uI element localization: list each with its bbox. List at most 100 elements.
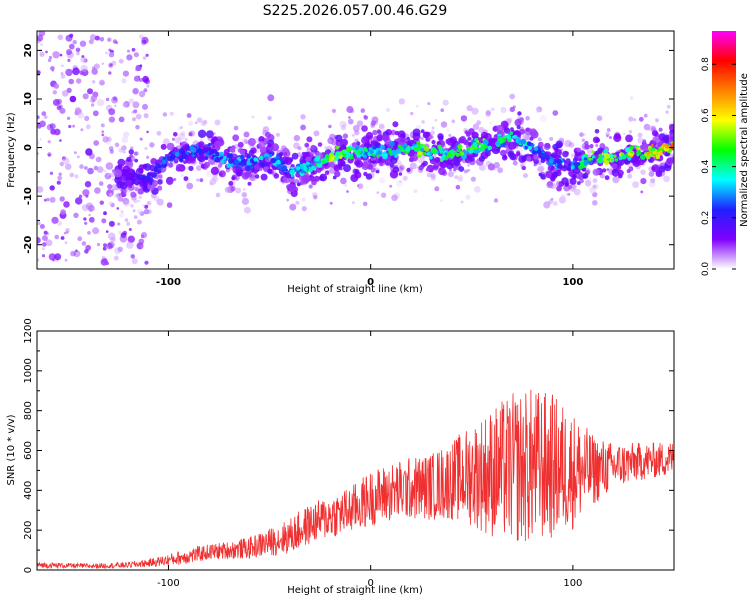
spectrum-point bbox=[412, 128, 421, 137]
spectrum-point bbox=[64, 163, 72, 170]
spectrum-point bbox=[512, 105, 516, 109]
spectrum-point bbox=[42, 242, 47, 247]
spectrum-point bbox=[480, 143, 486, 149]
spectrum-point bbox=[514, 118, 522, 127]
spectrum-point bbox=[41, 247, 45, 251]
spectrum-point bbox=[609, 154, 614, 159]
spectrum-point bbox=[45, 239, 53, 247]
spectrum-point bbox=[135, 113, 142, 120]
spectrum-point bbox=[579, 132, 584, 137]
spectrum-point bbox=[66, 116, 71, 121]
spectrum-point bbox=[85, 244, 92, 251]
spectrum-point bbox=[545, 170, 554, 179]
spectrum-point bbox=[85, 124, 91, 130]
spectrum-point bbox=[59, 107, 66, 114]
spectrum-point bbox=[664, 163, 672, 172]
spectrum-point bbox=[39, 138, 42, 141]
spectrum-point bbox=[166, 177, 174, 186]
spectrum-point bbox=[501, 155, 508, 161]
spectrum-point bbox=[357, 184, 360, 187]
spectrum-point bbox=[656, 148, 660, 152]
spectrum-point bbox=[219, 172, 223, 176]
spectrum-point bbox=[466, 105, 473, 112]
spectrum-point bbox=[63, 201, 70, 208]
spectrum-point bbox=[131, 47, 136, 52]
spectrum-point bbox=[299, 181, 305, 186]
spectrum-point bbox=[440, 108, 445, 112]
spectrum-point bbox=[604, 175, 610, 181]
spectrum-point bbox=[582, 132, 586, 137]
spectrum-point bbox=[372, 160, 376, 164]
spectrum-point bbox=[156, 130, 162, 136]
spectrum-point bbox=[284, 172, 287, 175]
spectrum-point bbox=[214, 119, 221, 126]
spectrum-point bbox=[122, 197, 130, 205]
spectrum-point bbox=[471, 131, 479, 139]
spectrogram-ytick-label: -20 bbox=[23, 236, 34, 254]
spectrum-point bbox=[509, 93, 516, 100]
spectrum-point bbox=[311, 165, 316, 171]
spectrum-point bbox=[631, 155, 639, 164]
spectrum-point bbox=[594, 129, 600, 134]
spectrum-point bbox=[228, 158, 234, 164]
spectrum-point bbox=[458, 152, 462, 156]
spectrum-point bbox=[275, 132, 280, 137]
spectrum-point bbox=[610, 158, 615, 163]
spectrum-point bbox=[103, 169, 107, 173]
spectrum-point bbox=[592, 136, 600, 144]
spectrum-point bbox=[546, 181, 554, 189]
spectrum-point bbox=[591, 150, 595, 154]
spectrum-point bbox=[143, 113, 149, 119]
spectrum-point bbox=[108, 62, 114, 68]
spectrum-point bbox=[223, 159, 227, 163]
spectrum-point bbox=[83, 217, 87, 221]
spectrum-point bbox=[420, 136, 424, 141]
spectrum-point bbox=[132, 209, 136, 213]
colorbar-ticks: 0.0 0.2 0.4 0.6 0.8 bbox=[701, 57, 736, 276]
spectrum-point bbox=[169, 155, 176, 161]
spectrum-point bbox=[118, 116, 125, 123]
spectrum-point bbox=[654, 117, 659, 122]
spectrum-point bbox=[477, 142, 482, 146]
snr-xtick-label: 100 bbox=[563, 578, 582, 589]
spectrum-point bbox=[454, 175, 459, 180]
spectrum-point bbox=[267, 94, 275, 102]
spectrum-point bbox=[162, 112, 168, 117]
spectrum-point bbox=[439, 150, 444, 154]
spectrum-point bbox=[217, 163, 223, 168]
spectrum-point bbox=[84, 181, 92, 188]
spectrum-point bbox=[179, 126, 183, 129]
spectrum-point bbox=[59, 196, 65, 202]
spectrum-point bbox=[451, 119, 456, 124]
spectrum-point bbox=[140, 245, 144, 249]
spectrum-point bbox=[596, 115, 603, 121]
spectrum-point bbox=[260, 162, 265, 167]
spectrum-point bbox=[564, 139, 572, 147]
spectrum-point bbox=[121, 145, 127, 151]
spectrum-point bbox=[186, 182, 194, 190]
spectrum-point bbox=[588, 157, 592, 161]
spectrum-point bbox=[549, 136, 554, 141]
spectrum-point bbox=[665, 145, 670, 149]
spectrum-point bbox=[119, 181, 128, 190]
spectrum-point bbox=[392, 121, 399, 128]
spectrum-point bbox=[533, 146, 539, 152]
spectrum-point bbox=[135, 124, 140, 130]
spectrum-point bbox=[489, 121, 493, 125]
spectrum-point bbox=[416, 140, 421, 146]
spectrum-point bbox=[283, 152, 288, 156]
spectrum-point bbox=[184, 137, 188, 142]
spectrum-point bbox=[99, 37, 105, 42]
spectrum-point bbox=[650, 178, 656, 184]
spectrum-point bbox=[480, 131, 489, 140]
spectrum-point bbox=[533, 154, 539, 160]
spectrum-point bbox=[68, 78, 74, 85]
spectrum-point bbox=[101, 133, 105, 137]
spectrum-point bbox=[52, 90, 57, 95]
spectrum-point bbox=[328, 124, 332, 129]
snr-xtick-label: -100 bbox=[157, 578, 180, 589]
spectrum-point bbox=[121, 78, 127, 84]
spectrum-point bbox=[81, 241, 87, 246]
spectrum-point bbox=[526, 141, 532, 146]
spectrum-point bbox=[324, 154, 330, 159]
